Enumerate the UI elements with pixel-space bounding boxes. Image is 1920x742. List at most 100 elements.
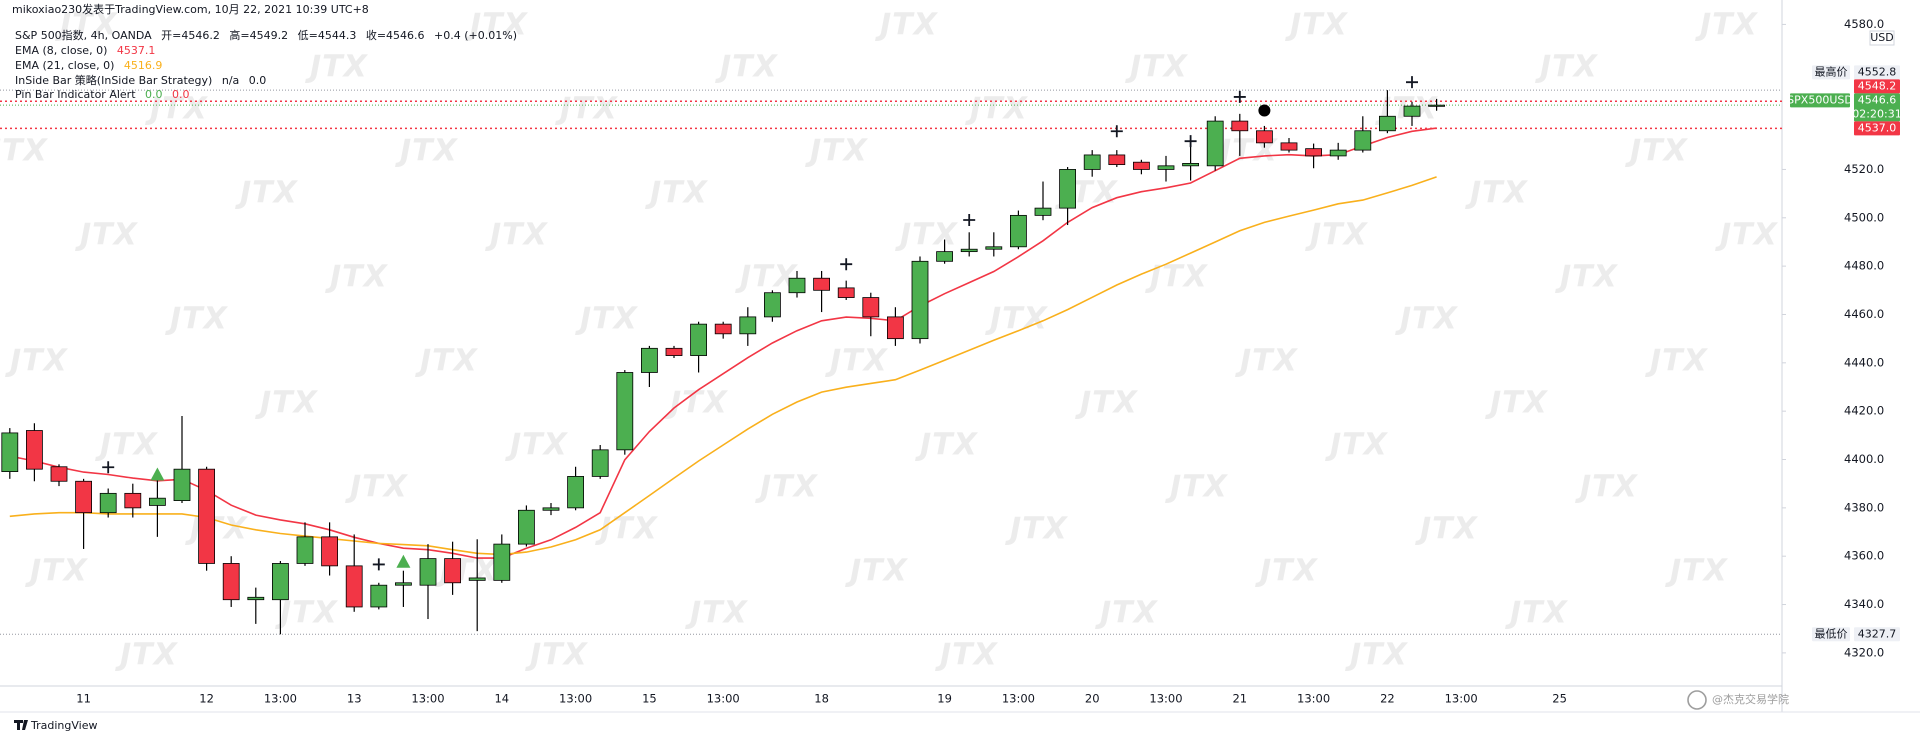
watermark: JTX: [1235, 344, 1299, 379]
watermark: JTX: [55, 8, 119, 43]
currency: USD: [1870, 31, 1894, 44]
brand-logo: TradingView: [14, 719, 97, 732]
low-value: 4544.3: [318, 29, 357, 42]
ema8-legend: EMA (8, close, 0) 4537.1: [15, 44, 155, 57]
watermark: JTX: [825, 344, 889, 379]
credit: @杰克交易学院: [1687, 690, 1789, 710]
y-tick-label: 4420.0: [1844, 404, 1884, 418]
y-tick-label: 4440.0: [1844, 355, 1884, 369]
pin-bar-marker: [963, 213, 976, 226]
inside-bar-marker: [396, 554, 411, 568]
x-tick-label: 22: [1380, 692, 1395, 706]
candle-body: [1059, 169, 1076, 209]
candle-body: [419, 558, 437, 586]
pinbar-legend: Pin Bar Indicator Alert 0.0 0.0: [15, 88, 190, 101]
candle-body: [1231, 120, 1249, 132]
watermark: JTX: [575, 302, 639, 337]
watermark: JTX: [965, 92, 1029, 127]
candle-body: [493, 543, 511, 581]
watermark: JTX: [235, 176, 299, 211]
legend-name: InSide Bar 策略(InSide Bar Strategy): [15, 73, 212, 87]
watermark: JTX: [1465, 176, 1529, 211]
legend-value: 0.0: [145, 88, 163, 101]
y-tick-label: 4500.0: [1844, 210, 1884, 224]
candle-body: [1329, 149, 1347, 157]
watermark: JTX: [915, 428, 979, 463]
candle-body: [936, 251, 953, 262]
candle-body: [25, 430, 43, 470]
candle-body: [1379, 115, 1396, 132]
candle-body: [296, 536, 314, 564]
signal-marker: [1258, 104, 1271, 117]
watermark: JTX: [345, 470, 409, 505]
candle-body: [345, 565, 363, 608]
x-tick-label: 20: [1085, 692, 1100, 706]
x-tick-label: 18: [814, 692, 829, 706]
open-label: 开=: [161, 29, 181, 42]
candle-body: [50, 466, 68, 482]
pin-bar-marker: [1184, 135, 1197, 148]
watermark: JTX: [185, 512, 249, 547]
watermark: JTX: [255, 386, 319, 421]
watermark: JTX: [1695, 8, 1759, 43]
plot: [0, 76, 1782, 635]
candle-body: [1305, 148, 1322, 157]
credit-icon: [1687, 690, 1707, 710]
attribution: mikoxiao230发表于TradingView.com, 10月 22, 2…: [12, 2, 369, 16]
candle-body: [739, 316, 757, 335]
watermark: JTX: [1505, 596, 1569, 631]
x-tick-label: 11: [76, 692, 91, 706]
watermark: JTX: [395, 134, 459, 169]
watermark: JTX: [465, 8, 529, 43]
candle-body: [1157, 165, 1175, 170]
legend-value: 4537.1: [117, 44, 156, 57]
candle-body: [1083, 154, 1101, 170]
candle-body: [567, 476, 584, 509]
watermark: JTX: [5, 344, 69, 379]
price-label-box: [1854, 79, 1900, 94]
x-tick-label: 13:00: [1297, 692, 1330, 706]
brand: TradingView: [30, 719, 97, 732]
watermark: JTX: [25, 554, 89, 589]
watermark: JTX: [275, 596, 339, 631]
watermark: JTX: [0, 134, 49, 169]
watermark: JTX: [145, 92, 209, 127]
watermark: JTX: [685, 596, 749, 631]
candle-body: [616, 372, 634, 451]
credit-text: @杰克交易学院: [1712, 692, 1789, 706]
watermark: JTX: [1165, 470, 1229, 505]
candle-body: [468, 577, 486, 581]
y-tick-label: 4340.0: [1844, 597, 1884, 611]
watermark: JTX: [1645, 344, 1709, 379]
watermark: JTX: [1305, 218, 1369, 253]
candle-body: [960, 248, 978, 253]
candle-body: [1010, 214, 1027, 248]
watermark: JTX: [95, 428, 159, 463]
legend-name: EMA (21, close, 0): [15, 59, 114, 72]
price-label: 4327.7: [1858, 627, 1897, 640]
pin-bar-marker: [840, 258, 853, 271]
candle-body: [542, 507, 560, 511]
watermark: JTX: [115, 638, 179, 673]
y-tick-label: 4380.0: [1844, 500, 1884, 514]
legend-name: Pin Bar Indicator Alert: [15, 88, 136, 101]
candle-body: [714, 323, 732, 335]
candle-body: [222, 563, 240, 601]
watermark: JTX: [165, 302, 229, 337]
price-label: 4537.0: [1858, 121, 1897, 134]
watermark: JTX: [75, 218, 139, 253]
candle-body: [99, 492, 117, 514]
y-tick-label: 4480.0: [1844, 259, 1884, 273]
watermark: JTX: [1345, 638, 1409, 673]
watermark: JTX: [485, 218, 549, 253]
y-tick-label: 4580.0: [1844, 17, 1884, 31]
x-tick-label: 12: [199, 692, 214, 706]
watermark: JTX: [1665, 554, 1729, 589]
change: +0.4 (+0.01%): [434, 29, 517, 42]
pin-bar-marker: [372, 558, 385, 571]
high-label: 高=: [229, 28, 249, 42]
low-label: 低=: [298, 29, 318, 42]
watermark: JTX: [305, 50, 369, 85]
watermark: JTX: [1555, 260, 1619, 295]
